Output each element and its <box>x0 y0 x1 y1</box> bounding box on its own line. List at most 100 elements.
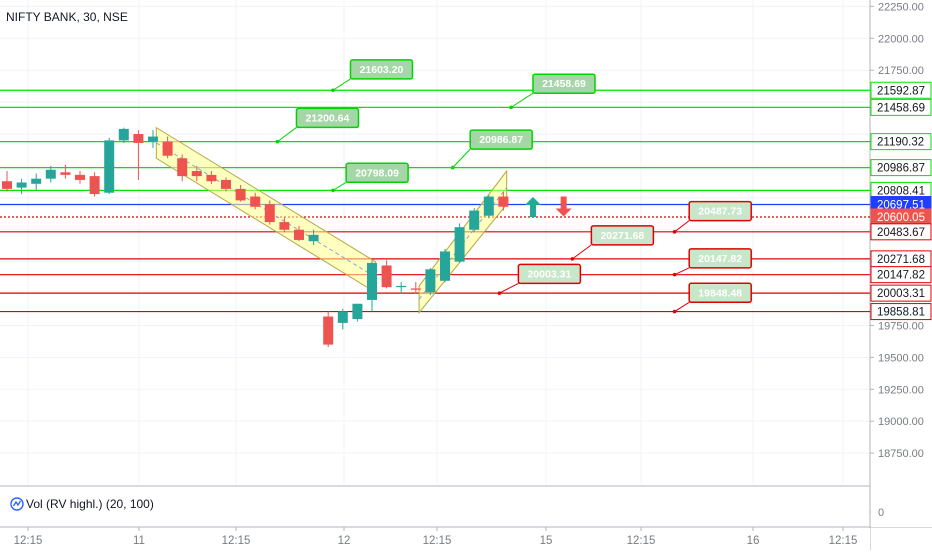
candle-body <box>498 196 509 207</box>
candle[interactable] <box>104 137 115 194</box>
candle[interactable] <box>337 308 348 330</box>
callout-leader <box>332 181 347 191</box>
candle-body <box>308 234 319 242</box>
price-level-label: 20147.82 <box>870 266 932 284</box>
candle[interactable] <box>133 130 144 180</box>
candle-body <box>352 303 363 320</box>
callout-leader <box>277 127 297 143</box>
candle-body <box>2 181 12 189</box>
candle-body <box>60 172 71 175</box>
candle-body <box>221 179 231 189</box>
candle-body <box>381 265 392 288</box>
candle-body <box>75 174 85 180</box>
price-tick-label: 19250.00 <box>878 384 924 396</box>
price-tick-label: 19500.00 <box>878 352 924 364</box>
time-axis-background <box>0 528 870 550</box>
callout-anchor-dot <box>672 230 677 234</box>
callout-anchor-dot <box>672 272 677 277</box>
volume-zero-label: 0 <box>878 507 885 519</box>
candle[interactable] <box>250 192 261 210</box>
callout-leader <box>674 267 690 276</box>
callout-text: 20487.73 <box>698 206 742 218</box>
candle-body <box>425 269 436 293</box>
callout-text: 20798.09 <box>355 167 399 179</box>
buy-arrow-icon[interactable] <box>524 197 541 218</box>
price-callout[interactable]: 21458.69 <box>532 73 596 94</box>
time-tick-label: 12:15 <box>222 535 251 547</box>
candle-body <box>89 176 100 194</box>
candle[interactable] <box>2 171 12 192</box>
candle[interactable] <box>469 208 480 233</box>
callout-anchor-dot <box>331 88 335 93</box>
candle-body <box>133 134 144 143</box>
price-callout[interactable]: 20487.73 <box>688 200 752 222</box>
candle[interactable] <box>89 172 100 197</box>
price-label-box <box>870 98 932 116</box>
volume-indicator-label[interactable]: Vol (RV highl.) (20, 100) <box>10 497 154 511</box>
price-callout[interactable]: 20798.09 <box>345 162 409 184</box>
time-tick-label: 12:15 <box>423 535 452 547</box>
candle[interactable] <box>118 127 129 143</box>
candle[interactable] <box>75 171 85 184</box>
price-level-label: 20483.67 <box>870 223 932 241</box>
price-tick-label: 21750.00 <box>878 65 924 77</box>
candle-body <box>177 158 188 177</box>
candle[interactable] <box>264 200 275 225</box>
price-label-text: 20986.87 <box>877 163 925 175</box>
candle[interactable] <box>352 303 363 322</box>
candle[interactable] <box>498 191 509 211</box>
candle[interactable] <box>308 229 319 246</box>
candle[interactable] <box>31 173 42 191</box>
price-callout[interactable]: 20271.68 <box>590 225 655 246</box>
price-level-label: 21458.69 <box>870 98 932 116</box>
candle[interactable] <box>483 195 494 219</box>
price-callout[interactable]: 21603.20 <box>349 59 414 80</box>
candle[interactable] <box>440 248 450 283</box>
price-callout[interactable]: 20986.87 <box>469 129 533 150</box>
callout-box <box>688 282 752 304</box>
candle[interactable] <box>206 171 217 184</box>
candle[interactable] <box>454 223 465 263</box>
candle[interactable] <box>294 225 304 242</box>
candle-body <box>323 316 334 345</box>
callout-box <box>469 129 533 150</box>
candle[interactable] <box>410 282 421 294</box>
candle[interactable] <box>367 260 377 312</box>
candle-body <box>337 311 348 323</box>
candle-body <box>206 174 217 182</box>
candle[interactable] <box>235 185 246 202</box>
price-level-label: 21190.32 <box>870 133 932 151</box>
candle[interactable] <box>381 260 392 289</box>
candle[interactable] <box>425 268 436 295</box>
candle[interactable] <box>162 136 173 159</box>
candle-body <box>454 227 465 262</box>
price-callout[interactable]: 20003.31 <box>517 263 582 285</box>
candle[interactable] <box>45 165 56 183</box>
price-label-text: 20147.82 <box>877 270 925 282</box>
price-label-text: 21458.69 <box>877 102 925 114</box>
price-level-label: 20271.68 <box>870 250 932 268</box>
callout-leader <box>332 78 351 91</box>
candle[interactable] <box>60 164 71 179</box>
sell-arrow-icon[interactable] <box>555 196 572 217</box>
candle-body <box>250 196 261 207</box>
candle[interactable] <box>279 216 290 233</box>
price-callout[interactable]: 20147.82 <box>688 248 752 269</box>
price-label-box <box>870 266 932 284</box>
price-level-label: 20003.31 <box>870 284 932 302</box>
candle[interactable] <box>221 177 231 192</box>
candle-body <box>264 204 275 223</box>
candle[interactable] <box>148 130 158 149</box>
price-callout[interactable]: 19848.48 <box>688 282 752 304</box>
price-label-box <box>870 159 932 177</box>
candle[interactable] <box>16 178 27 194</box>
candle[interactable] <box>177 154 188 182</box>
candle[interactable] <box>323 311 334 348</box>
price-label-text: 20483.67 <box>877 227 925 239</box>
price-callout[interactable]: 21200.64 <box>295 107 360 129</box>
candle[interactable] <box>191 165 202 182</box>
candle[interactable] <box>396 282 407 294</box>
price-level-label: 19858.81 <box>870 303 932 321</box>
